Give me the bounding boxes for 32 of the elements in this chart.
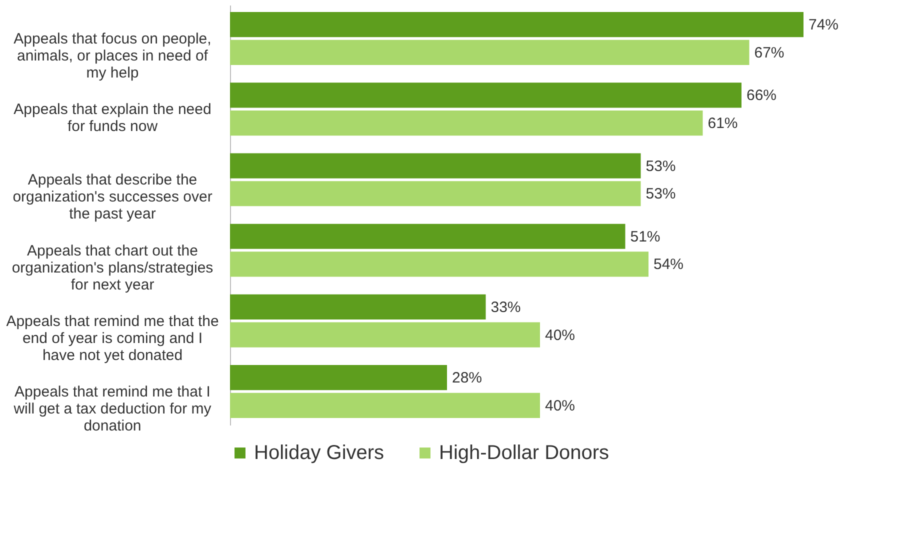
bar [230,181,641,206]
data-label: 66% [746,87,777,104]
data-label: 67% [754,44,784,62]
data-label: 74% [808,16,839,34]
data-label: 61% [708,115,738,132]
bar [230,12,804,38]
bar [230,82,742,108]
bar [230,365,447,390]
y-tick-label: Appeals that explain the need for funds now [14,101,212,136]
y-tick-label: Appeals that remind me that the end of year is coming and I have not yet donated [6,312,219,364]
data-label: 33% [490,298,521,316]
bar [230,322,540,348]
bar [230,294,486,320]
data-label: 54% [654,256,684,274]
legend-label: High-Dollar Donors [439,442,610,464]
y-tick-label: Appeals that chart out the organization's plans/strategies for next year [12,242,214,294]
y-tick-label: Appeals that describe the organization's successes over the past year [12,172,212,223]
y-tick-label: Appeals that remind me that I will get a tax deduction for my donation [12,383,212,434]
data-label: 28% [452,370,482,387]
bar [230,40,750,65]
data-label: 40% [545,397,576,414]
legend-label: Holiday Givers [254,442,384,464]
data-label: 53% [646,158,676,175]
data-label: 40% [545,326,576,344]
bar [230,224,626,249]
data-label: 53% [646,186,676,203]
bar [230,153,641,178]
bar [230,392,540,418]
bar [230,110,703,136]
y-tick-label: Appeals that focus on people, animals, or places in need of my help [14,30,212,82]
data-label: 51% [630,228,660,246]
bar [230,252,648,277]
